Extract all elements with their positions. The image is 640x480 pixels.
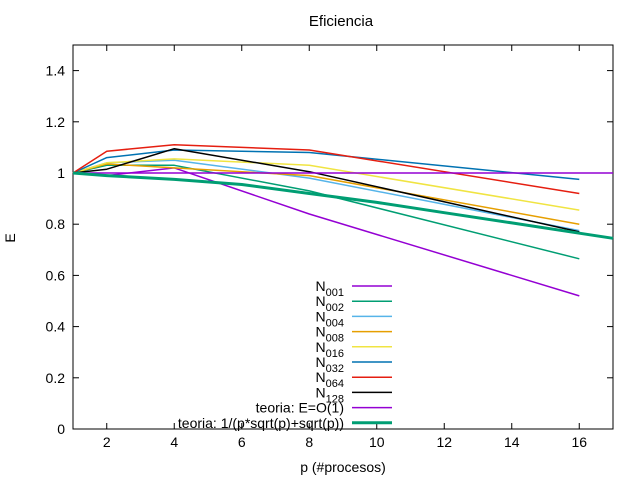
legend-label-base: N — [316, 324, 326, 340]
legend-label-subscript: 004 — [326, 317, 344, 329]
legend-label-0: N001 — [316, 278, 344, 299]
legend-label-base: N — [316, 308, 326, 324]
legend-label-subscript: 064 — [326, 378, 344, 390]
x-tick-label: 8 — [305, 434, 313, 450]
series-line-1 — [72, 164, 580, 260]
y-tick-label: 1.4 — [46, 63, 66, 79]
y-tick-label: 0.2 — [46, 370, 66, 386]
legend-label-base: N — [316, 293, 326, 309]
legend-label-subscript: 032 — [326, 363, 344, 375]
legend-label-base: teoria: E=O(1) — [256, 400, 344, 416]
x-tick-label: 10 — [369, 434, 385, 450]
x-tick-label: 6 — [238, 434, 246, 450]
legend-label-7: N128 — [316, 384, 344, 405]
x-tick-label: 16 — [571, 434, 587, 450]
legend-label-base: N — [316, 369, 326, 385]
legend-label-9: teoria: 1/(p*sqrt(p)+sqrt(p)) — [178, 415, 344, 431]
y-tick-label: 0.6 — [46, 267, 66, 283]
legend-label-4: N016 — [316, 339, 344, 360]
series-line-4 — [72, 158, 580, 211]
legend-label-2: N004 — [316, 308, 344, 329]
legend-label-3: N008 — [316, 324, 344, 345]
x-tick-label: 14 — [504, 434, 520, 450]
series-line-5 — [72, 149, 580, 181]
series-line-7 — [72, 147, 580, 233]
legend-label-base: teoria: 1/(p*sqrt(p)+sqrt(p)) — [178, 415, 344, 431]
legend-label-subscript: 128 — [326, 393, 344, 405]
legend-label-6: N064 — [316, 369, 344, 390]
legend-label-subscript: 001 — [326, 287, 344, 299]
y-tick-label: 0.8 — [46, 216, 66, 232]
axis-tick-labels: 2 4 6 8 10 12 14 16 0 0.2 0.4 0.6 0.8 1 1.2 1.4 — [46, 63, 588, 450]
chart-title: Eficiencia — [309, 13, 374, 30]
legend-label-base: N — [316, 354, 326, 370]
x-tick-label: 12 — [436, 434, 452, 450]
legend-label-1: N002 — [316, 293, 344, 314]
x-axis-label: p (#procesos) — [300, 459, 386, 475]
legend-label-5: N032 — [316, 354, 344, 375]
series-line-0 — [72, 167, 580, 297]
y-tick-label: 0 — [57, 421, 65, 437]
legend-label-base: N — [316, 339, 326, 355]
series-line-9 — [72, 171, 614, 240]
legend-label-base: N — [316, 278, 326, 294]
series-lines — [72, 144, 614, 297]
legend-label-subscript: 016 — [326, 348, 344, 360]
series-line-6 — [72, 144, 580, 195]
legend-label-subscript: 002 — [326, 302, 344, 314]
y-axis-label: E — [2, 233, 18, 242]
legend-label-8: teoria: E=O(1) — [256, 400, 344, 416]
x-tick-label: 4 — [170, 434, 178, 450]
legend: N001N002N004N008N016N032N064N128teoria: … — [178, 278, 392, 431]
legend-label-base: N — [316, 384, 326, 400]
y-tick-label: 1 — [57, 165, 65, 181]
y-tick-label: 0.4 — [46, 319, 66, 335]
y-tick-label: 1.2 — [46, 114, 66, 130]
legend-label-subscript: 008 — [326, 333, 344, 345]
x-tick-label: 2 — [103, 434, 111, 450]
